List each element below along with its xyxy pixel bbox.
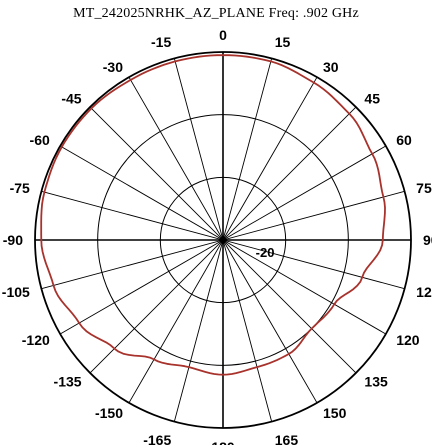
- angle-tick-label: 180: [211, 439, 235, 445]
- angle-tick-label: -30: [103, 59, 123, 75]
- angle-tick-label: 120: [416, 284, 432, 300]
- angle-tick-label: 60: [396, 132, 412, 148]
- angle-tick-label: -120: [22, 332, 50, 348]
- angle-tick-label: 75: [416, 180, 432, 196]
- angle-tick-label: 30: [323, 59, 339, 75]
- angle-tick-label: -60: [30, 132, 50, 148]
- angle-tick-label: 15: [275, 34, 291, 50]
- angle-tick-label: -45: [61, 91, 81, 107]
- angle-tick-label: 135: [364, 373, 388, 389]
- ring-circle: [159, 176, 287, 304]
- angle-tick-label: -15: [151, 34, 171, 50]
- angle-labels: -20 0 15 30 45 60 75 90 120 120 135 150 165 180 -15 -30…: [2, 27, 432, 445]
- pattern-curve: [40, 54, 386, 376]
- chart-title: MT_242025NRHK_AZ_PLANE Freq: .902 GHz: [73, 6, 359, 21]
- ring-label: -20: [256, 245, 275, 260]
- angle-tick-label: -75: [10, 180, 30, 196]
- angle-tick-label: 90: [423, 232, 432, 248]
- angle-tick-label: -105: [2, 284, 30, 300]
- polar-grid: [34, 51, 412, 429]
- angle-tick-label: -90: [3, 232, 23, 248]
- angle-tick-label: 0: [219, 27, 227, 43]
- center-point: [220, 237, 226, 243]
- angle-tick-label: -150: [95, 405, 123, 421]
- ring-circle: [34, 51, 412, 429]
- series-layer: [40, 54, 386, 376]
- angle-tick-label: -165: [143, 432, 171, 445]
- angle-tick-label: 120: [396, 332, 420, 348]
- angle-tick-label: 150: [323, 405, 347, 421]
- angle-tick-label: 165: [275, 432, 299, 445]
- angle-tick-label: -135: [54, 373, 82, 389]
- ring-circle: [97, 114, 349, 366]
- angle-tick-label: 45: [364, 91, 380, 107]
